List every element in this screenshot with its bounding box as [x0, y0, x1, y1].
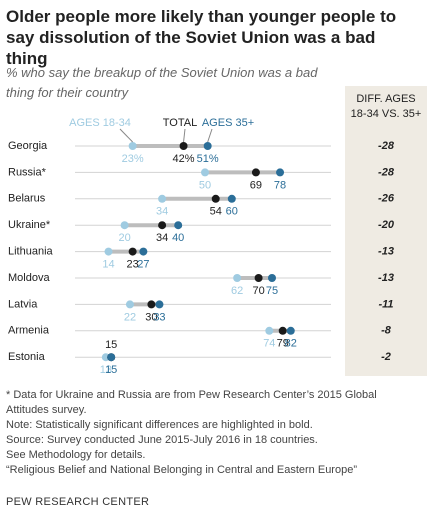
- value-label: 34: [156, 232, 168, 244]
- difference: -13: [378, 272, 394, 284]
- category-label: Belarus: [8, 193, 46, 205]
- dot: [174, 221, 183, 230]
- value-label: 23%: [122, 153, 144, 165]
- value-label: 60: [226, 206, 238, 218]
- difference: -28: [378, 140, 395, 152]
- note: Note: Statistically significant differen…: [6, 419, 313, 431]
- value-label: 78: [274, 179, 286, 191]
- legend-label: AGES 18-34: [69, 117, 131, 129]
- dot: [158, 221, 167, 230]
- diff-column-bg: [345, 86, 427, 376]
- diff-header: DIFF. AGES 18-34 VS. 35+: [350, 93, 422, 120]
- value-label: 82: [285, 338, 297, 350]
- dot: [147, 300, 156, 309]
- value-label: 23: [127, 259, 139, 271]
- category-label: Estonia: [8, 351, 46, 363]
- difference: -20: [378, 219, 395, 231]
- value-label: 15: [105, 339, 117, 351]
- dot: [278, 326, 287, 335]
- dot: [233, 274, 242, 282]
- notes: * Data for Ukraine and Russia are from P…: [6, 388, 421, 478]
- note: “Religious Belief and National Belonging…: [6, 464, 357, 476]
- dot: [104, 247, 113, 256]
- value-label: 70: [252, 285, 264, 297]
- category-label: Latvia: [8, 298, 38, 310]
- dot: [125, 300, 134, 309]
- legend-leader: [207, 128, 213, 143]
- category-label: Armenia: [8, 325, 50, 337]
- dot: [276, 168, 285, 177]
- dot: [128, 247, 137, 256]
- value-label: 42%: [173, 153, 195, 165]
- difference: -28: [378, 166, 395, 178]
- value-label: 30: [145, 311, 157, 323]
- dot: [201, 168, 209, 177]
- category-label: Georgia: [8, 140, 48, 152]
- value-label: 22: [124, 311, 136, 323]
- value-label: 13: [100, 364, 112, 376]
- legend-leader: [119, 128, 133, 143]
- dot: [227, 194, 236, 203]
- legend-label: AGES 35+: [202, 117, 254, 129]
- dot: [265, 326, 274, 335]
- difference: -26: [378, 193, 395, 205]
- category-label: Moldova: [8, 272, 50, 284]
- dot: [203, 142, 212, 150]
- dot: [158, 194, 167, 203]
- difference: -11: [378, 298, 393, 310]
- value-label: 50: [199, 179, 211, 191]
- chart-subtitle: % who say the breakup of the Soviet Unio…: [6, 65, 318, 100]
- dot: [107, 353, 116, 362]
- dot: [254, 274, 263, 282]
- value-label: 20: [118, 232, 130, 244]
- dot: [286, 326, 295, 335]
- note: Source: Survey conducted June 2015-July …: [6, 434, 318, 446]
- dot: [139, 247, 148, 256]
- value-label: 62: [231, 285, 243, 297]
- category-label: Ukraine*: [8, 219, 51, 231]
- value-label: 34: [156, 206, 168, 218]
- note: * Data for Ukraine and Russia are from P…: [6, 389, 377, 416]
- category-label: Lithuania: [8, 246, 54, 258]
- dot: [211, 194, 220, 203]
- legend-label: TOTAL: [163, 117, 197, 129]
- difference: -13: [378, 246, 394, 258]
- value-label: 14: [102, 259, 114, 271]
- value-label: 74: [263, 338, 275, 350]
- source: PEW RESEARCH CENTER: [6, 496, 150, 508]
- dot: [179, 142, 188, 150]
- dot: [155, 300, 164, 309]
- difference: -8: [381, 325, 392, 337]
- value-label: 54: [210, 206, 222, 218]
- dot: [120, 221, 129, 230]
- category-label: Russia*: [8, 166, 47, 178]
- value-label: 51%: [197, 153, 219, 165]
- difference: -2: [381, 351, 391, 363]
- value-label: 75: [266, 285, 278, 297]
- value-label: 79: [277, 338, 289, 350]
- chart-title: Older people more likely than younger pe…: [6, 7, 397, 68]
- value-label: 69: [250, 179, 262, 191]
- note: See Methodology for details.: [6, 449, 146, 461]
- dot: [268, 274, 276, 282]
- value-label: 27: [137, 259, 149, 271]
- dot: [251, 168, 260, 177]
- value-label: 33: [153, 311, 165, 323]
- value-label: 15: [105, 364, 117, 376]
- value-label: 40: [172, 232, 184, 244]
- dot: [128, 142, 137, 150]
- legend-leader: [183, 128, 186, 143]
